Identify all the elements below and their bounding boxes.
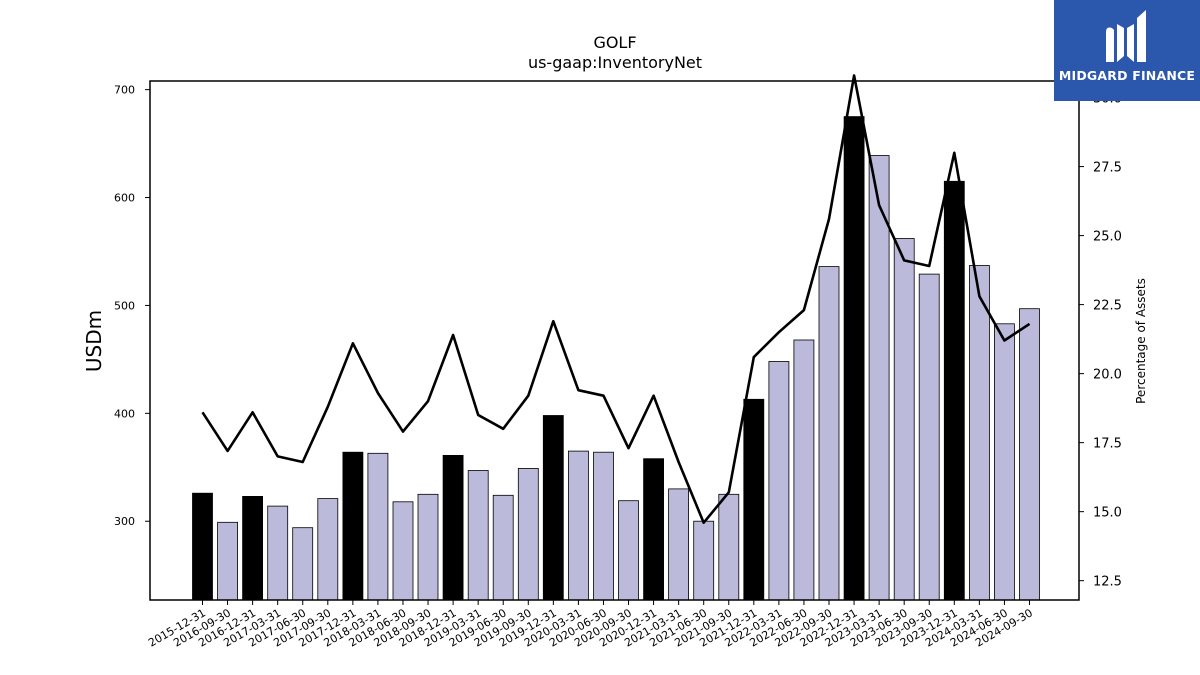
bar xyxy=(743,398,765,601)
line-series xyxy=(201,74,1031,525)
line-path xyxy=(201,74,1031,525)
bar xyxy=(367,452,389,601)
logo-text: MIDGARD FINANCE xyxy=(1058,68,1196,83)
bar xyxy=(292,527,314,601)
y-tick-label: 300 xyxy=(114,515,135,528)
bar xyxy=(192,492,213,601)
y2-tick-label: 20.0 xyxy=(1093,368,1122,383)
y2-axis-label: Percentage of Assets xyxy=(1134,278,1148,404)
bar xyxy=(442,454,464,601)
bar xyxy=(618,500,639,601)
bars xyxy=(192,116,1040,601)
y-axis-label: USDm xyxy=(82,310,106,372)
bar xyxy=(267,505,289,601)
bar xyxy=(542,415,564,601)
axes: 300 400 500 600 700 12.5 15.0 17.5 20.0 22.5 25.0 2… xyxy=(114,80,1122,650)
bar xyxy=(392,501,414,601)
y2-tick-label: 22.5 xyxy=(1093,299,1122,314)
bar xyxy=(693,520,715,601)
bar xyxy=(643,458,664,601)
bar xyxy=(492,494,514,601)
y-tick-label: 600 xyxy=(114,192,135,205)
y-tick-label: 500 xyxy=(114,299,135,312)
bar xyxy=(718,493,740,601)
bar xyxy=(467,470,489,601)
chart-subtitle: us-gaap:InventoryNet xyxy=(528,53,702,72)
bar xyxy=(517,467,539,601)
bar xyxy=(242,495,264,601)
bar xyxy=(893,238,915,601)
bar xyxy=(768,361,790,601)
bar xyxy=(593,451,614,601)
plot-frame xyxy=(149,80,1080,601)
y2-tick-label: 12.5 xyxy=(1093,575,1122,590)
y2-tick-label: 15.0 xyxy=(1093,506,1122,521)
bar xyxy=(568,450,589,601)
y2-tick-label: 17.5 xyxy=(1093,437,1122,452)
bar xyxy=(417,493,439,601)
chart-title: GOLF xyxy=(593,33,636,52)
y2-tick-label: 27.5 xyxy=(1093,161,1122,176)
bar xyxy=(668,488,689,601)
y-tick-label: 400 xyxy=(114,407,135,420)
bar xyxy=(918,273,940,601)
bar xyxy=(317,498,339,601)
bar xyxy=(969,265,990,601)
bar xyxy=(994,323,1015,601)
logo-mark-icon xyxy=(1106,10,1146,62)
y-tick-label: 700 xyxy=(114,84,135,97)
bar xyxy=(943,180,965,601)
y2-tick-label: 25.0 xyxy=(1093,230,1122,245)
brand-logo: MIDGARD FINANCE xyxy=(1054,0,1200,101)
bar xyxy=(342,451,364,601)
bar xyxy=(217,521,239,601)
bar xyxy=(793,339,815,601)
bar xyxy=(1019,308,1040,601)
bar xyxy=(818,266,840,601)
bar xyxy=(843,116,865,601)
